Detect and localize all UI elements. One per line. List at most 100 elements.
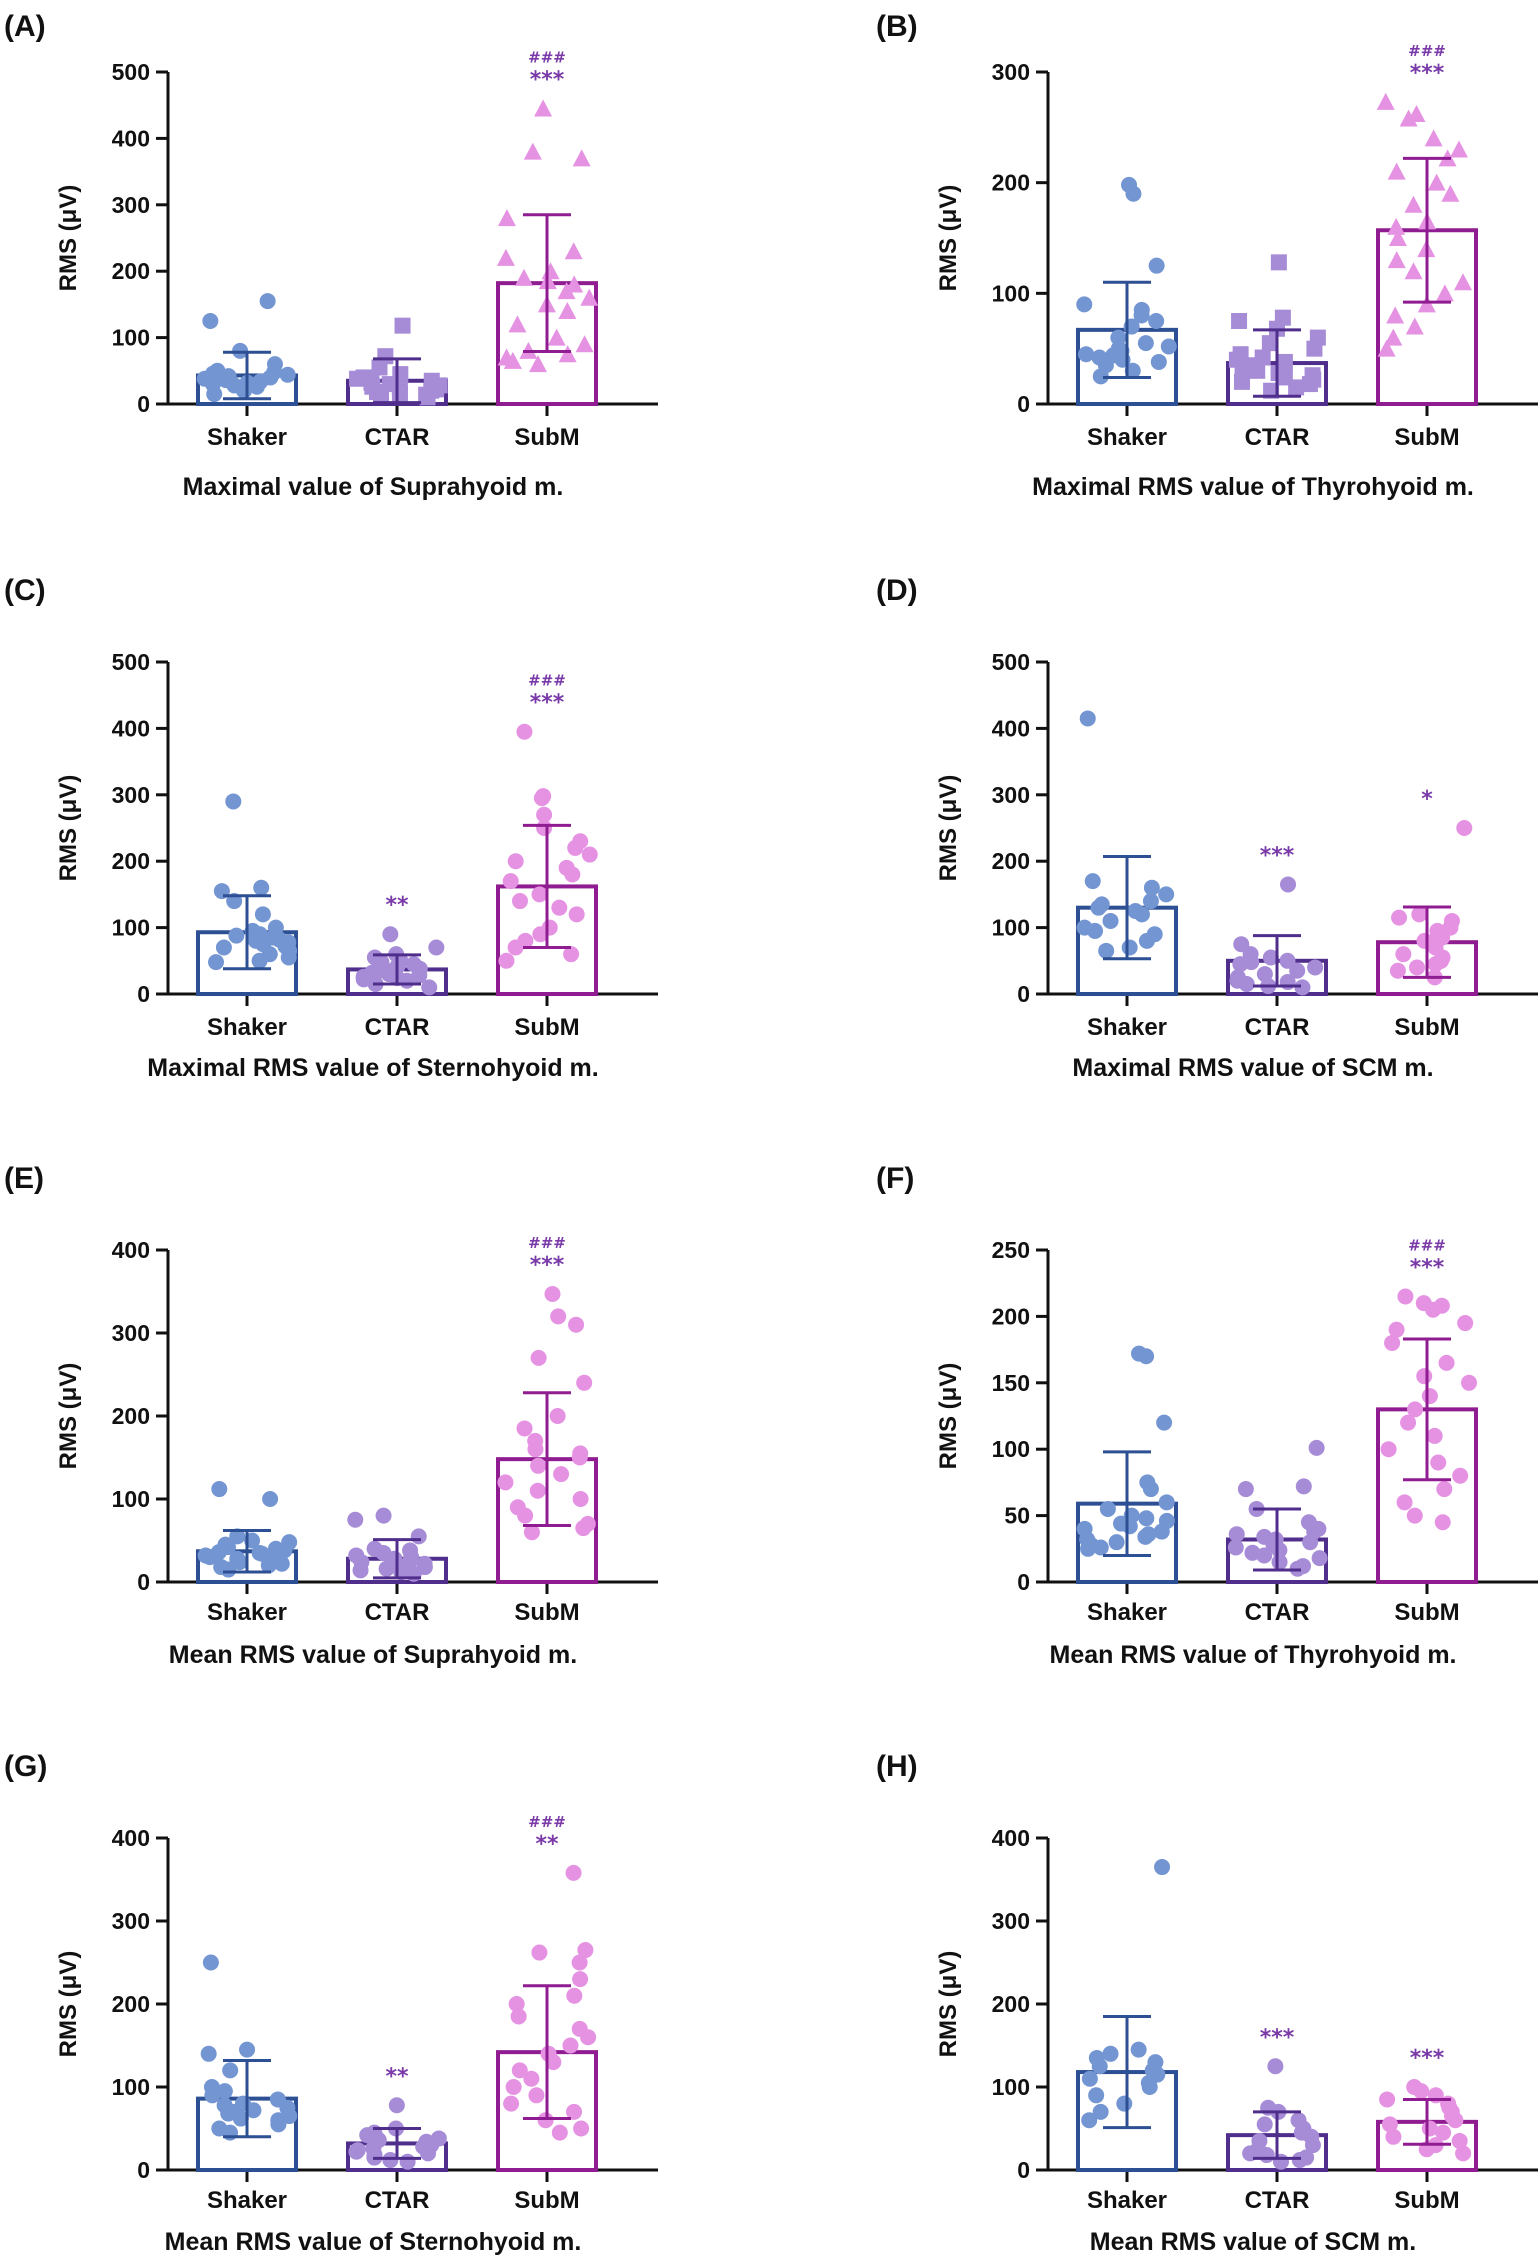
category-label: SubM bbox=[1394, 2187, 1459, 2214]
data-point bbox=[1256, 1547, 1273, 1564]
data-point bbox=[1397, 1288, 1414, 1305]
data-point bbox=[516, 723, 533, 740]
data-point bbox=[201, 1549, 218, 1566]
data-point bbox=[1081, 2070, 1098, 2087]
data-point bbox=[580, 2029, 597, 2046]
data-point bbox=[511, 2062, 528, 2079]
data-point bbox=[1090, 899, 1107, 916]
data-point bbox=[394, 317, 411, 334]
data-point bbox=[547, 328, 566, 346]
y-tick-label: 400 bbox=[992, 715, 1030, 741]
data-point bbox=[507, 853, 524, 870]
data-point bbox=[1452, 1467, 1469, 1484]
data-point bbox=[1233, 936, 1250, 953]
data-point bbox=[428, 939, 445, 956]
significance-mark: *** bbox=[1260, 843, 1295, 868]
category-label: SubM bbox=[1394, 1014, 1459, 1041]
chart-panel: (E) 0 100 200 300 400 RMS (μV) Shaker CTAR SubM **… bbox=[4, 1162, 658, 1669]
data-point bbox=[503, 351, 522, 369]
data-point bbox=[1407, 1401, 1424, 1418]
data-point bbox=[1302, 1534, 1319, 1551]
panel-letter: (A) bbox=[4, 10, 46, 43]
data-point bbox=[1461, 1374, 1478, 1391]
significance-mark: *** bbox=[1260, 2025, 1295, 2050]
category-label: SubM bbox=[514, 2187, 579, 2214]
category-label: CTAR bbox=[365, 1014, 430, 1041]
data-point bbox=[534, 99, 553, 117]
data-point bbox=[523, 142, 542, 160]
data-point bbox=[1435, 2124, 1452, 2141]
data-point bbox=[516, 1420, 533, 1437]
data-point bbox=[259, 293, 276, 310]
data-point bbox=[1455, 2145, 1472, 2162]
data-point bbox=[220, 2105, 237, 2122]
data-point bbox=[508, 315, 527, 333]
data-point bbox=[544, 1285, 561, 1302]
data-point bbox=[1092, 1539, 1109, 1556]
panel-letter: (E) bbox=[4, 1162, 44, 1195]
y-tick-label: 400 bbox=[112, 1825, 150, 1851]
data-point bbox=[410, 1528, 427, 1545]
data-point bbox=[1079, 710, 1096, 727]
data-point bbox=[1102, 912, 1119, 929]
data-point bbox=[1261, 335, 1278, 352]
category-label: CTAR bbox=[1245, 1014, 1310, 1041]
data-point bbox=[421, 979, 438, 996]
data-point bbox=[1379, 2091, 1396, 2108]
data-point bbox=[1279, 952, 1296, 969]
y-tick-label: 400 bbox=[992, 1825, 1030, 1851]
data-point bbox=[1304, 2137, 1321, 2154]
data-point bbox=[1388, 1321, 1405, 1338]
data-point bbox=[511, 893, 528, 910]
data-point bbox=[1092, 368, 1109, 385]
data-point bbox=[1271, 1554, 1288, 1571]
hash-significance-mark: ### bbox=[528, 49, 566, 67]
y-axis-label: RMS (μV) bbox=[935, 185, 962, 292]
data-point bbox=[1148, 257, 1165, 274]
data-point bbox=[573, 2120, 590, 2137]
y-tick-label: 400 bbox=[112, 715, 150, 741]
panel-letter: (D) bbox=[876, 574, 918, 607]
category-label: Shaker bbox=[1087, 2187, 1167, 2214]
y-tick-label: 0 bbox=[1017, 1569, 1030, 1595]
data-point bbox=[1099, 1500, 1116, 1517]
data-point bbox=[545, 2054, 562, 2071]
data-point bbox=[537, 2112, 554, 2129]
y-axis-label: RMS (μV) bbox=[55, 775, 82, 882]
data-point bbox=[532, 926, 549, 943]
data-point bbox=[530, 1349, 547, 1366]
data-point bbox=[577, 1942, 594, 1959]
chart-title: Maximal RMS value of SCM m. bbox=[1072, 1054, 1433, 1082]
data-point bbox=[1272, 2153, 1289, 2170]
data-point bbox=[1249, 362, 1266, 379]
data-point bbox=[517, 1507, 534, 1524]
y-tick-label: 250 bbox=[992, 1237, 1030, 1263]
data-point bbox=[498, 952, 515, 969]
data-point bbox=[1130, 2041, 1147, 2058]
data-point bbox=[1289, 962, 1306, 979]
data-point bbox=[1404, 262, 1423, 280]
y-tick-label: 100 bbox=[992, 1436, 1030, 1462]
data-point bbox=[1430, 1454, 1447, 1471]
data-point bbox=[1308, 1439, 1325, 1456]
data-point bbox=[502, 873, 519, 890]
data-point bbox=[1143, 879, 1160, 896]
data-point bbox=[200, 2045, 217, 2062]
chart-title: Maximal RMS value of Thyrohyoid m. bbox=[1032, 473, 1474, 501]
data-point bbox=[531, 1944, 548, 1961]
data-point bbox=[565, 1864, 582, 1881]
data-point bbox=[1150, 353, 1167, 370]
data-point bbox=[248, 378, 265, 395]
y-tick-label: 100 bbox=[112, 325, 150, 351]
data-point bbox=[1156, 1414, 1173, 1431]
data-point bbox=[225, 793, 242, 810]
data-point bbox=[1395, 946, 1412, 963]
data-point bbox=[1288, 379, 1305, 396]
category-label: CTAR bbox=[365, 1599, 430, 1626]
data-point bbox=[536, 806, 553, 823]
data-point bbox=[571, 1954, 588, 1971]
data-point bbox=[1457, 1315, 1474, 1332]
data-point bbox=[1384, 328, 1403, 346]
significance-mark: *** bbox=[530, 691, 565, 716]
data-point bbox=[1427, 173, 1446, 191]
